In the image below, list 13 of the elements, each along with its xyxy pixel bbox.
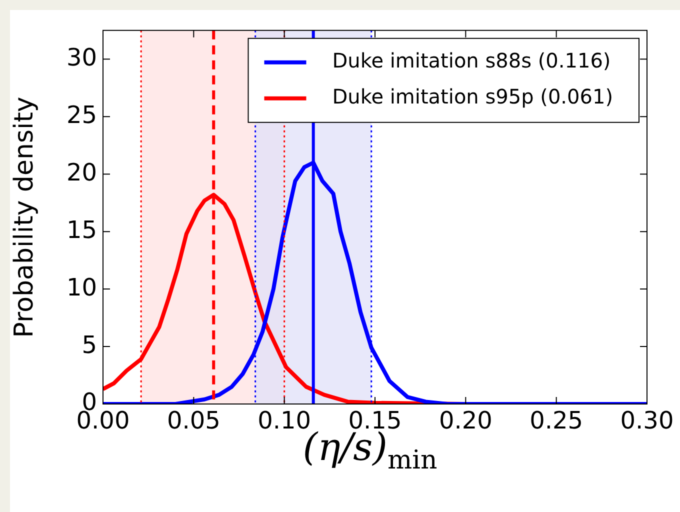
x-tick-label: 0.30 xyxy=(620,406,674,435)
y-tick-label: 20 xyxy=(66,158,97,186)
x-tick-label: 0.20 xyxy=(438,406,492,435)
x-tick-label: 0.25 xyxy=(530,406,584,435)
y-axis-title: Probability density xyxy=(9,96,40,338)
y-tick-label: 25 xyxy=(66,100,97,129)
legend-label: Duke imitation s88s (0.116) xyxy=(332,48,611,73)
y-tick-label: 15 xyxy=(66,216,97,244)
legend-label: Duke imitation s95p (0.061) xyxy=(332,84,614,109)
y-tick-label: 30 xyxy=(66,43,97,72)
y-tick-label: 10 xyxy=(66,273,97,302)
x-tick-label: 0.05 xyxy=(166,406,220,435)
y-tick-label: 5 xyxy=(82,330,97,359)
